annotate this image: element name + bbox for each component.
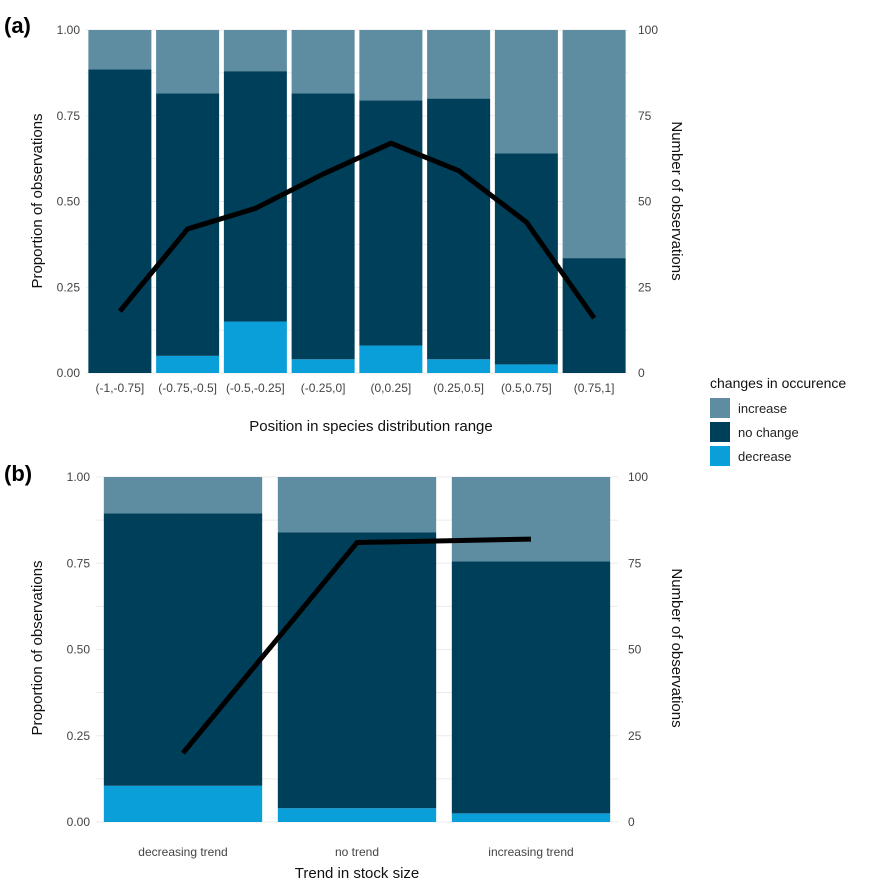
panel-a-x-tick-label: (-0.75,-0.5] bbox=[158, 381, 217, 395]
panel-b-x-tick-label: decreasing trend bbox=[138, 845, 227, 859]
panel-a-x-tick-label: (0.5,0.75] bbox=[501, 381, 552, 395]
panel-a-x-tick-label: (-1,-0.75] bbox=[96, 381, 145, 395]
panel-b-line bbox=[181, 536, 532, 755]
panel-b-bar-increase-2 bbox=[277, 477, 437, 533]
panel-a-x-tick-label: (0.75,1] bbox=[574, 381, 615, 395]
panel-b-bar-increase-1 bbox=[103, 477, 263, 514]
panel-a-x-tick-label: (-0.25,0] bbox=[301, 381, 346, 395]
panel-b-bar-decrease-2 bbox=[277, 808, 437, 822]
panel-a-bar-decrease-4 bbox=[291, 359, 355, 373]
panel-a-y-tick-label: 0.50 bbox=[57, 195, 81, 209]
panel-a-bar-increase-6 bbox=[427, 30, 491, 99]
panel-a-observations-line bbox=[117, 140, 597, 320]
panel-b-bar-no-change-1 bbox=[103, 513, 263, 786]
panel-b-x-ticks: decreasing trend no trend increasing trend bbox=[138, 845, 573, 859]
panel-a-y-axis-title: Proportion of observations bbox=[29, 113, 46, 288]
panel-a-label: (a) bbox=[4, 13, 31, 38]
panel-b-y2-tick-label: 75 bbox=[628, 556, 642, 570]
panel-b-y-ticks: 0.00 0.25 0.50 0.75 1.00 bbox=[67, 470, 91, 829]
panel-a-y2-tick-label: 75 bbox=[638, 109, 652, 123]
panel-a-bar-decrease-2 bbox=[156, 355, 220, 373]
panel-a-y-ticks: 0.00 0.25 0.50 0.75 1.00 bbox=[57, 23, 81, 380]
panel-a-x-tick-label: (0.25,0.5] bbox=[433, 381, 484, 395]
panel-a-y2-tick-label: 0 bbox=[638, 366, 645, 380]
panel-a-bar-increase-8 bbox=[562, 30, 626, 259]
panel-a-bar-no-change-1 bbox=[88, 69, 152, 373]
panel-a-bar-decrease-6 bbox=[427, 359, 491, 373]
legend-swatch-decrease bbox=[710, 446, 730, 466]
panel-a-y2-ticks: 0 25 50 75 100 bbox=[638, 23, 658, 380]
panel-a-y2-tick-label: 50 bbox=[638, 195, 652, 209]
legend-label-no-change: no change bbox=[738, 425, 799, 440]
panel-b: (b) 0.00 0.25 0.50 0.75 1.00 0 25 50 75 100 decr… bbox=[4, 461, 685, 882]
panel-a-y-tick-label: 0.25 bbox=[57, 280, 81, 294]
panel-a-bar-increase-2 bbox=[156, 30, 220, 94]
panel-a: (a) 0.00 0.25 0.50 0.75 1.00 0 25 50 75 100 (-1,… bbox=[4, 13, 685, 435]
panel-a-bar-decrease-5 bbox=[359, 345, 423, 373]
panel-a-x-axis-title: Position in species distribution range bbox=[249, 418, 492, 435]
panel-a-line bbox=[117, 140, 597, 320]
panel-a-y-tick-label: 1.00 bbox=[57, 23, 81, 37]
panel-a-bar-increase-1 bbox=[88, 30, 152, 70]
panel-b-y2-ticks: 0 25 50 75 100 bbox=[628, 470, 648, 829]
panel-b-label: (b) bbox=[4, 461, 32, 486]
panel-b-bar-decrease-1 bbox=[103, 785, 263, 822]
panel-a-y2-axis-title: Number of observations bbox=[668, 121, 685, 280]
panel-b-y2-axis-title: Number of observations bbox=[668, 568, 685, 727]
legend-label-increase: increase bbox=[738, 401, 787, 416]
panel-b-y2-tick-label: 50 bbox=[628, 643, 642, 657]
panel-a-bar-no-change-5 bbox=[359, 100, 423, 346]
panel-a-bar-decrease-7 bbox=[494, 364, 558, 373]
panel-a-bar-increase-5 bbox=[359, 30, 423, 101]
legend: changes in occurence increase no change … bbox=[710, 375, 846, 466]
panel-a-bar-no-change-7 bbox=[494, 153, 558, 365]
panel-a-y2-tick-label: 25 bbox=[638, 280, 652, 294]
panel-a-bar-increase-4 bbox=[291, 30, 355, 94]
panel-a-x-ticks: (-1,-0.75] (-0.75,-0.5] (-0.5,-0.25] (-0.25… bbox=[96, 381, 615, 395]
panel-b-y-tick-label: 0.50 bbox=[67, 643, 91, 657]
panel-a-bar-decrease-3 bbox=[223, 321, 287, 373]
legend-swatch-increase bbox=[710, 398, 730, 418]
panel-b-y2-tick-label: 0 bbox=[628, 815, 635, 829]
panel-b-y-tick-label: 0.00 bbox=[67, 815, 91, 829]
panel-b-y-tick-label: 0.75 bbox=[67, 556, 91, 570]
panel-b-bar-decrease-3 bbox=[451, 813, 611, 823]
panel-a-bar-no-change-4 bbox=[291, 93, 355, 360]
panel-b-y2-tick-label: 100 bbox=[628, 470, 648, 484]
panel-b-bar-no-change-2 bbox=[277, 532, 437, 809]
panel-b-y2-tick-label: 25 bbox=[628, 729, 642, 743]
panel-a-bar-no-change-6 bbox=[427, 98, 491, 360]
panel-b-y-axis-title: Proportion of observations bbox=[29, 560, 46, 735]
panel-b-x-tick-label: no trend bbox=[335, 845, 379, 859]
panel-a-x-tick-label: (-0.5,-0.25] bbox=[226, 381, 285, 395]
panel-a-x-tick-label: (0,0.25] bbox=[371, 381, 412, 395]
panel-b-y-tick-label: 1.00 bbox=[67, 470, 91, 484]
panel-b-y-tick-label: 0.25 bbox=[67, 729, 91, 743]
panel-b-observations-line bbox=[181, 536, 532, 755]
panel-b-x-axis-title: Trend in stock size bbox=[295, 865, 420, 882]
legend-label-decrease: decrease bbox=[738, 449, 791, 464]
panel-a-y-tick-label: 0.75 bbox=[57, 109, 81, 123]
legend-title: changes in occurence bbox=[710, 375, 846, 391]
panel-a-y-tick-label: 0.00 bbox=[57, 366, 81, 380]
panel-b-bar-no-change-3 bbox=[451, 561, 611, 814]
panel-a-bar-increase-3 bbox=[223, 30, 287, 72]
panel-b-bars bbox=[103, 477, 611, 823]
panel-b-bar-increase-3 bbox=[451, 477, 611, 562]
panel-a-bars bbox=[88, 30, 626, 373]
panel-a-bar-increase-7 bbox=[494, 30, 558, 154]
legend-swatch-no-change bbox=[710, 422, 730, 442]
panel-b-x-tick-label: increasing trend bbox=[488, 845, 573, 859]
panel-a-y2-tick-label: 100 bbox=[638, 23, 658, 37]
